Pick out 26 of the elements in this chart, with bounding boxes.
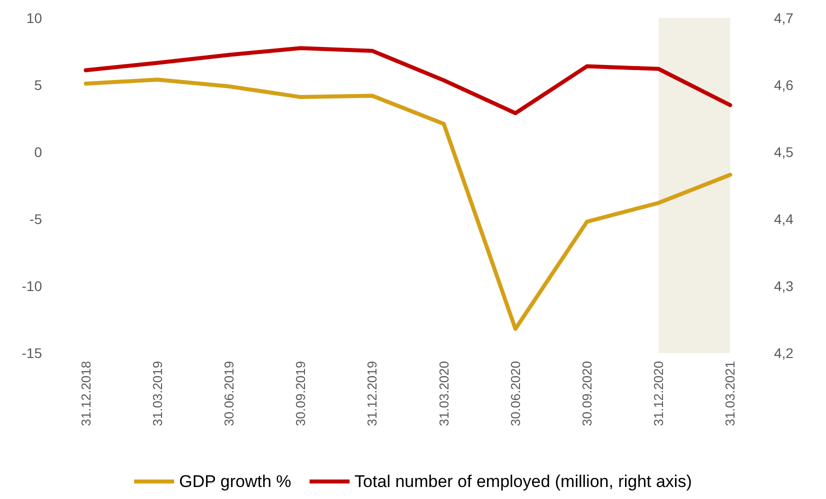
x-tick-label: 30.06.2019 — [222, 361, 236, 426]
x-tick-label: 31.12.2018 — [78, 361, 94, 426]
y2-tick-label: 4,4 — [774, 211, 794, 227]
y-tick-label: 10 — [26, 10, 42, 26]
line-series — [84, 46, 732, 116]
y2-tick-label: 4,5 — [774, 144, 794, 160]
y2-tick-label: 4,7 — [774, 10, 794, 26]
y-tick-label: 0 — [34, 144, 42, 160]
x-tick-label: 31.12.2020 — [651, 361, 666, 426]
y2-tick-label: 4,2 — [774, 345, 794, 361]
legend-label: GDP growth % — [179, 472, 292, 491]
x-tick-label: 30.06.2020 — [508, 361, 523, 426]
x-tick-label: 31.03.2019 — [150, 361, 165, 426]
y-tick-label: -15 — [22, 345, 42, 361]
y2-tick-label: 4,6 — [774, 77, 794, 93]
x-tick-label: 31.03.2021 — [722, 361, 738, 426]
x-tick-label: 31.03.2020 — [436, 361, 452, 426]
line-series — [84, 78, 732, 331]
y-tick-label: 5 — [34, 77, 42, 93]
x-tick-label: 30.09.2020 — [580, 361, 594, 426]
legend-label: Total number of employed (million, right axis) — [354, 472, 692, 491]
x-tick-label: 30.09.2019 — [293, 361, 308, 426]
y2-tick-label: 4,3 — [774, 278, 794, 294]
x-tick-label: 31.12.2019 — [364, 361, 380, 426]
y-tick-label: -10 — [22, 278, 42, 294]
y-tick-label: -5 — [30, 211, 42, 227]
